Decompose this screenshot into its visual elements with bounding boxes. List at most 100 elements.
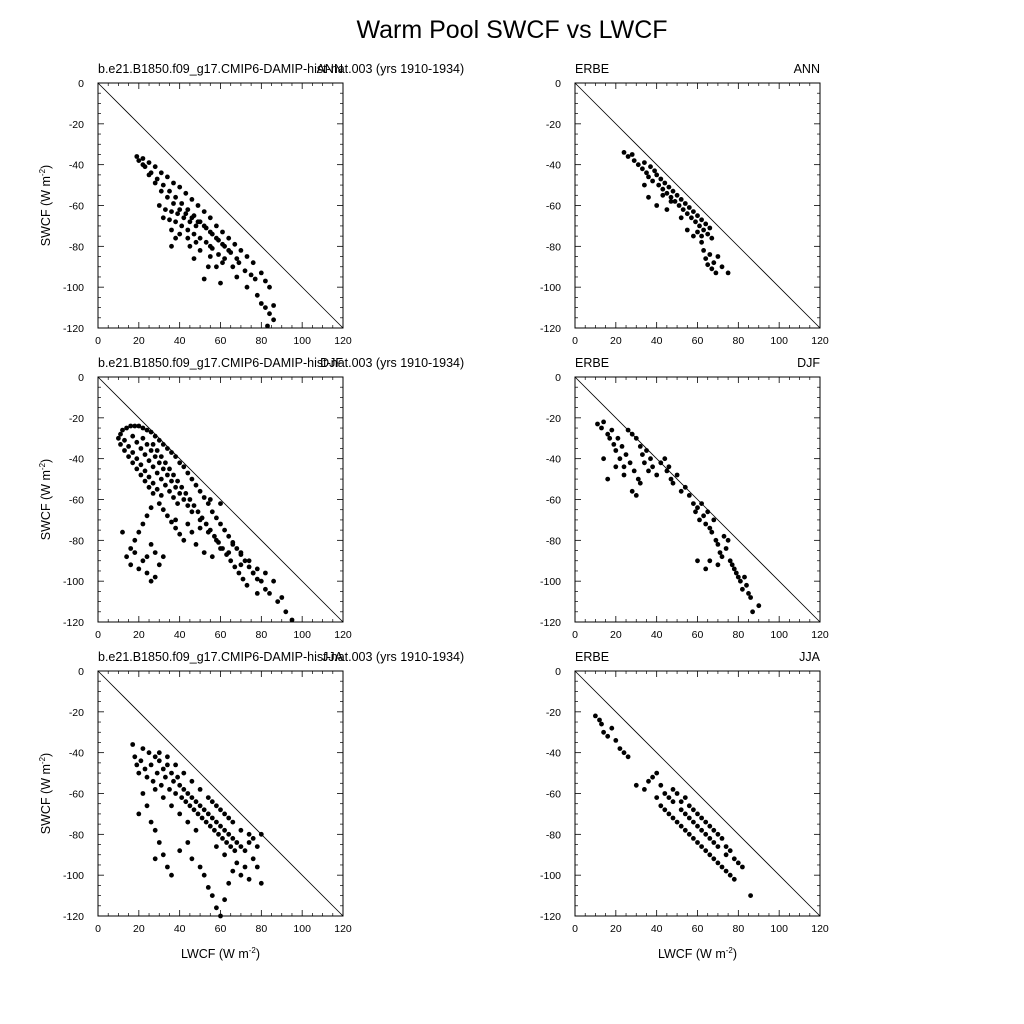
x-tick-label: 20 bbox=[610, 335, 622, 347]
data-point bbox=[177, 848, 183, 854]
data-point bbox=[173, 194, 179, 200]
data-point bbox=[238, 827, 244, 833]
data-point bbox=[668, 194, 674, 200]
data-point bbox=[678, 215, 684, 221]
scatter-points bbox=[595, 419, 762, 615]
panel-left-label: b.e21.B1850.f09_g17.CMIP6-DAMIP-hist-nat… bbox=[98, 650, 464, 664]
data-point bbox=[629, 488, 635, 494]
data-point bbox=[258, 831, 264, 837]
x-tick-label: 60 bbox=[692, 629, 704, 641]
data-point bbox=[148, 578, 154, 584]
data-point bbox=[209, 815, 215, 821]
data-point bbox=[691, 209, 696, 215]
data-point bbox=[183, 190, 189, 196]
data-point bbox=[226, 880, 232, 886]
data-point bbox=[715, 562, 721, 568]
reference-line bbox=[574, 82, 821, 329]
data-point bbox=[148, 542, 154, 547]
data-point bbox=[682, 827, 688, 833]
data-point bbox=[699, 815, 704, 821]
data-point bbox=[719, 554, 725, 560]
data-point bbox=[175, 478, 181, 484]
data-point bbox=[699, 844, 704, 849]
data-point bbox=[120, 529, 125, 535]
data-point bbox=[214, 515, 219, 521]
y-tick-label: -60 bbox=[546, 201, 561, 213]
data-point bbox=[678, 807, 684, 813]
x-tick-label: 0 bbox=[572, 923, 578, 935]
data-point bbox=[218, 807, 223, 813]
data-point bbox=[169, 243, 174, 249]
data-point bbox=[601, 729, 606, 735]
data-point bbox=[717, 550, 723, 555]
data-point bbox=[185, 521, 191, 527]
panel-right-label: DJF bbox=[320, 356, 343, 370]
panel-left-label: b.e21.B1850.f09_g17.CMIP6-DAMIP-hist-nat… bbox=[98, 62, 464, 76]
data-point bbox=[173, 454, 179, 459]
y-tick-label: -100 bbox=[540, 576, 561, 588]
data-point bbox=[154, 486, 160, 492]
data-point bbox=[244, 582, 250, 588]
data-point bbox=[642, 787, 647, 792]
x-tick-label: 0 bbox=[95, 923, 101, 935]
data-point bbox=[662, 807, 668, 813]
data-point bbox=[682, 795, 688, 800]
data-point bbox=[723, 844, 729, 849]
data-point bbox=[191, 503, 197, 508]
data-point bbox=[695, 213, 700, 219]
data-point bbox=[711, 856, 717, 862]
data-point bbox=[707, 852, 713, 858]
data-point bbox=[218, 501, 223, 506]
x-tick-label: 100 bbox=[770, 335, 788, 347]
data-point bbox=[230, 836, 236, 841]
x-tick-label: 20 bbox=[133, 335, 145, 347]
data-point bbox=[201, 550, 207, 555]
data-point bbox=[678, 488, 684, 494]
data-point bbox=[205, 501, 211, 506]
data-point bbox=[177, 460, 183, 466]
data-point bbox=[642, 160, 647, 166]
x-tick-label: 40 bbox=[651, 629, 663, 641]
x-tick-label: 20 bbox=[610, 923, 622, 935]
data-point bbox=[148, 448, 154, 453]
data-point bbox=[193, 542, 199, 547]
y-tick-label: -40 bbox=[546, 160, 561, 172]
data-point bbox=[244, 254, 250, 259]
data-point bbox=[244, 284, 250, 290]
data-point bbox=[703, 521, 709, 527]
data-point bbox=[148, 819, 154, 825]
data-point bbox=[142, 452, 148, 457]
data-point bbox=[707, 252, 713, 257]
data-point bbox=[220, 260, 225, 266]
scatter-points bbox=[130, 742, 264, 919]
data-point bbox=[644, 170, 649, 176]
data-point bbox=[238, 844, 244, 849]
data-point bbox=[625, 754, 631, 760]
data-point bbox=[214, 537, 219, 543]
data-point bbox=[240, 576, 246, 582]
data-point bbox=[144, 442, 150, 447]
data-point bbox=[699, 217, 704, 223]
data-point bbox=[185, 840, 191, 845]
data-point bbox=[214, 819, 219, 825]
data-point bbox=[163, 460, 168, 466]
data-point bbox=[156, 750, 162, 756]
data-point bbox=[183, 491, 189, 496]
x-tick-label: 0 bbox=[95, 335, 101, 347]
data-point bbox=[682, 484, 688, 490]
data-point bbox=[181, 537, 187, 543]
data-point bbox=[177, 184, 183, 190]
data-point bbox=[158, 782, 164, 788]
data-point bbox=[207, 497, 213, 502]
panel-left-label: ERBE bbox=[575, 356, 609, 370]
data-point bbox=[621, 464, 627, 470]
data-point bbox=[144, 570, 150, 576]
data-point bbox=[173, 219, 179, 225]
data-point bbox=[167, 188, 172, 194]
data-point bbox=[144, 774, 150, 780]
data-point bbox=[179, 795, 185, 800]
x-tick-label: 120 bbox=[334, 923, 352, 935]
data-point bbox=[126, 454, 131, 459]
data-point bbox=[238, 872, 244, 878]
data-point bbox=[254, 576, 260, 582]
